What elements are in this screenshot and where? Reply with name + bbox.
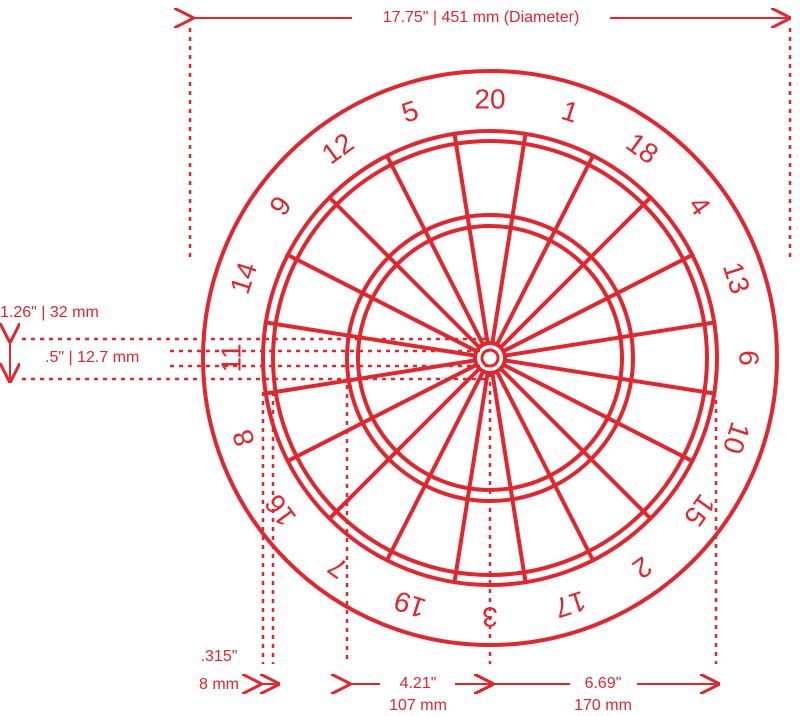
score-number-5: 5 xyxy=(398,94,422,128)
spoke-line xyxy=(490,131,528,346)
spoke-line xyxy=(502,320,717,358)
score-number-6: 6 xyxy=(734,350,765,366)
spoke-line xyxy=(384,369,486,563)
score-number-9: 9 xyxy=(263,190,297,221)
spoke-line xyxy=(327,195,482,350)
spoke-line xyxy=(490,370,528,585)
spoke-line xyxy=(285,252,479,354)
spoke-line xyxy=(494,153,596,347)
diameter-label: 17.75" | 451 mm (Diameter) xyxy=(383,9,580,26)
inner-inches-label: 4.21" xyxy=(400,675,437,692)
spoke-line xyxy=(501,252,695,354)
spoke-line xyxy=(498,366,653,521)
score-number-19: 19 xyxy=(390,585,429,624)
inner-bull-ring xyxy=(480,348,500,368)
spoke-line xyxy=(327,366,482,521)
score-number-16: 16 xyxy=(259,489,302,532)
score-number-20: 20 xyxy=(474,83,505,114)
score-number-13: 13 xyxy=(717,258,756,297)
spoke-line xyxy=(384,153,486,347)
spoke-line xyxy=(501,362,695,464)
double-outer-label: 1.26" | 32 mm xyxy=(0,304,99,321)
board-spokes xyxy=(263,131,717,585)
spoke-line xyxy=(498,195,653,350)
score-number-4: 4 xyxy=(683,190,717,221)
score-number-17: 17 xyxy=(550,585,589,624)
score-number-2: 2 xyxy=(627,551,658,585)
score-number-12: 12 xyxy=(316,127,359,170)
spoke-line xyxy=(285,362,479,464)
inner-mm-label: 107 mm xyxy=(389,697,447,714)
double-width-inches: .315" xyxy=(201,648,238,665)
spoke-line xyxy=(494,369,596,563)
board-outer-ring xyxy=(201,69,779,647)
spoke-line xyxy=(452,370,490,585)
score-number-1: 1 xyxy=(558,94,582,128)
spoke-line xyxy=(502,358,717,396)
number-ring: 2011841361015217319716811149125 xyxy=(215,83,764,632)
score-number-7: 7 xyxy=(322,551,353,585)
double-outer-ring xyxy=(261,129,719,587)
outer-inches-label: 6.69" xyxy=(585,675,622,692)
double-width-mm: 8 mm xyxy=(199,676,239,693)
score-number-18: 18 xyxy=(621,127,664,170)
score-number-11: 11 xyxy=(215,343,246,372)
score-number-14: 14 xyxy=(224,258,263,297)
score-number-10: 10 xyxy=(717,418,756,457)
outer-mm-label: 170 mm xyxy=(574,697,632,714)
spoke-line xyxy=(452,131,490,346)
score-number-8: 8 xyxy=(226,426,260,450)
bull-half-label: .5" | 12.7 mm xyxy=(45,349,139,366)
